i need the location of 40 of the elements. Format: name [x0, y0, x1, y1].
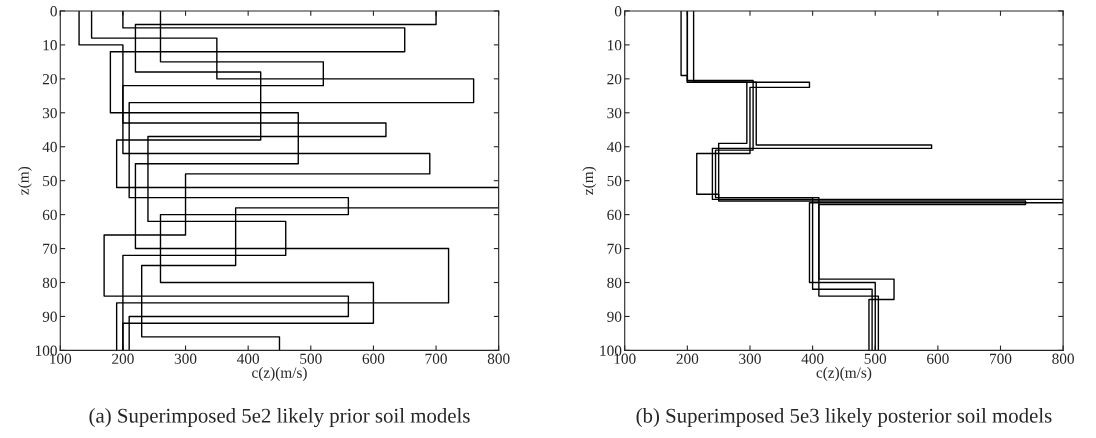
- y-tick-label: 10: [43, 40, 57, 51]
- x-tick-label: 400: [801, 353, 824, 364]
- y-tick-label: 10: [608, 40, 622, 51]
- x-tick-label: 600: [927, 353, 949, 364]
- x-tick-label: 800: [1052, 353, 1074, 364]
- text: (b) Superimposed 5e3 likely posterior soil models: [636, 408, 1052, 428]
- y-tick-label: 20: [42, 73, 57, 85]
- y-tick-label: 20: [607, 73, 622, 85]
- y-tick-label: 90: [607, 311, 622, 322]
- y-tick-label: 70: [43, 243, 57, 255]
- x-tick-label: 400: [237, 353, 260, 364]
- y-tick-label: 30: [42, 107, 57, 119]
- y-tick-label: 50: [607, 175, 622, 187]
- y-tick-label: 60: [42, 209, 57, 221]
- y-tick-label: 80: [42, 277, 57, 288]
- x-tick-label: 600: [362, 353, 385, 364]
- x-tick-label: 500: [864, 353, 887, 364]
- x-tick-label: 700: [990, 353, 1012, 364]
- x-tick-label: 700: [425, 353, 447, 364]
- y-axis-title: z(m): [17, 166, 32, 195]
- y-tick-label: 80: [607, 277, 622, 288]
- y-tick-label: 30: [607, 107, 622, 119]
- y-tick-label: 50: [43, 175, 57, 187]
- y-tick-label: 40: [606, 141, 622, 153]
- x-tick-label: 200: [676, 353, 699, 364]
- y-tick-label: 0: [50, 6, 57, 17]
- x-tick-label: 500: [300, 353, 322, 364]
- x-axis-title: c(z)(m/s): [252, 367, 307, 381]
- y-tick-label: 0: [614, 6, 622, 17]
- y-tick-label: 90: [42, 311, 57, 322]
- y-tick-label: 60: [607, 209, 622, 221]
- y-axis-title: z(m): [582, 166, 597, 195]
- y-tick-label: 70: [607, 243, 622, 255]
- x-tick-label: 300: [174, 353, 197, 364]
- x-tick-label: 200: [112, 353, 134, 364]
- x-tick-label: 800: [487, 353, 510, 364]
- x-axis-title: c(z)(m/s): [816, 367, 872, 381]
- y-tick-label: 40: [42, 141, 57, 153]
- text: (a) Superimposed 5e2 likely prior soil models: [89, 408, 470, 428]
- x-tick-label: 300: [739, 353, 761, 364]
